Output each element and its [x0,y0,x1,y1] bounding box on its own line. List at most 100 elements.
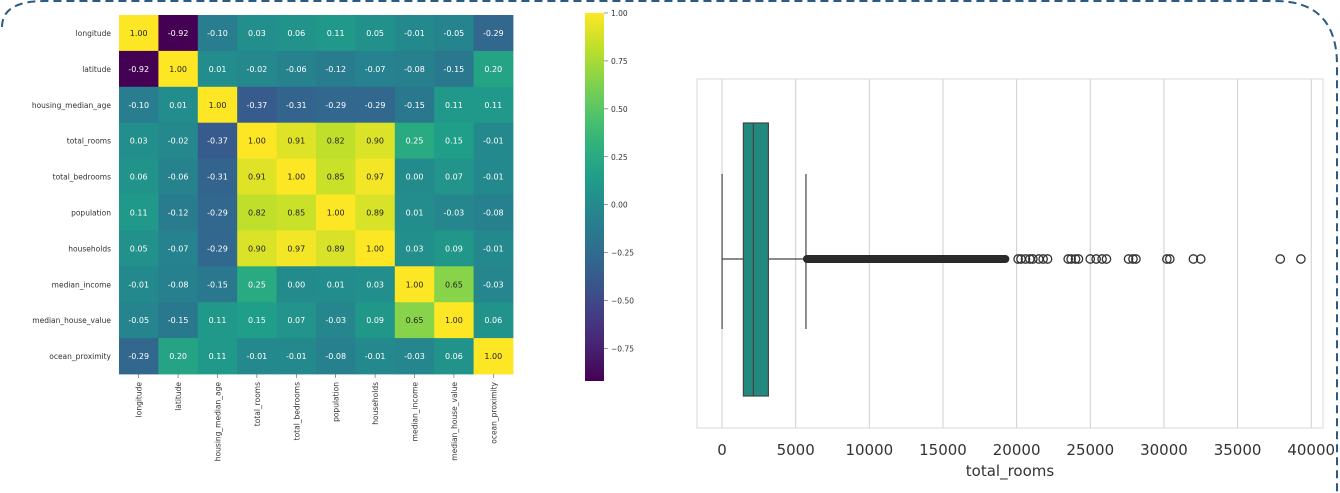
heatmap-cell [434,158,474,195]
heatmap-cell [276,194,317,231]
heatmap-cell-value: 0.85 [287,208,305,217]
heatmap-cell-value: 0.25 [248,280,266,289]
heatmap-cell-value: -0.01 [483,244,504,253]
heatmap-cell [434,266,474,303]
heatmap-cell-value: 0.01 [406,208,424,217]
heatmap-cell-value: -0.29 [207,208,228,217]
x-tick-label: 5000 [777,441,815,459]
heatmap-cell-value: 0.20 [484,65,502,74]
heatmap-cell-value: 1.00 [209,101,227,110]
outlier-point [1073,254,1084,264]
heatmap-cell-value: -0.08 [483,208,504,217]
outlier-point [1020,254,1031,264]
heatmap-cell-value: -0.08 [168,280,189,289]
heatmap-cell [473,266,514,303]
heatmap-cell-value: 0.07 [287,316,305,325]
heatmap-cell [316,50,356,88]
heatmap-cell [237,266,277,303]
heatmap-cell-value: 0.11 [445,101,463,110]
heatmap-cell-value: -0.92 [168,29,189,38]
heatmap-cell [434,122,474,159]
heatmap-cell [316,302,356,339]
heatmap-cell [394,50,435,88]
x-tick-label: 0 [717,441,727,459]
heatmap-cell [197,302,238,339]
heatmap-cell-value: -0.15 [444,65,465,74]
correlation-heatmap: 1.00 -0.92 -0.10 0.03 0.06 0.11 0.05 -0.01 -0.05… [32,9,634,461]
colorbar-tick-label: 0.00 [611,201,628,210]
heatmap-cell [237,122,277,159]
outlier-point [1042,254,1053,264]
heatmap-cell-value: -0.37 [207,137,228,146]
heatmap-cell-value: -0.01 [247,352,268,361]
dense-outliers [802,255,1010,263]
outlier-point [1013,254,1023,264]
heatmap-cell-value: 1.00 [169,65,187,74]
heatmap-cell [276,338,317,375]
heatmap-cell-value: -0.15 [168,316,189,325]
heatmap-cell-value: 0.06 [445,352,463,361]
x-tick-label: 40000 [1287,441,1335,459]
heatmap-cell [237,50,277,88]
heatmap-cell [237,86,277,124]
heatmap-cell-value: -0.06 [168,173,189,182]
heatmap-cell [473,194,514,231]
heatmap-cell-value: 0.03 [248,29,266,38]
heatmap-cell-value: 0.89 [366,208,384,217]
heatmap-cell [316,15,356,52]
x-tick-label: 20000 [993,441,1041,459]
heatmap-cell-value: -0.02 [168,137,189,146]
heatmap-cell [473,302,514,339]
heatmap-cell [316,86,356,124]
heatmap-cell-value: -0.10 [128,101,149,110]
heatmap-column-label: total_bedrooms [292,382,301,440]
heatmap-cell-value: 1.00 [484,352,502,361]
heatmap-cell [237,302,277,339]
outlier-point [1162,254,1172,264]
heatmap-cell [237,15,277,52]
heatmap-cell [434,50,474,88]
heatmap-cell [276,86,317,124]
heatmap-cell [316,338,356,375]
heatmap-cell [158,194,199,231]
colorbar-tick-label: 0.75 [611,57,628,66]
colorbar-tick-label: 0.50 [611,105,628,114]
heatmap-cell [316,230,356,267]
x-tick-label: 30000 [1140,441,1188,459]
heatmap-cell [394,86,435,124]
outlier-point [1091,254,1102,264]
heatmap-cell-value: 0.90 [248,244,266,253]
heatmap-cell [276,158,317,195]
heatmap-cell-value: 0.82 [327,137,345,146]
heatmap-cell-value: -0.29 [325,101,346,110]
heatmap-cell [473,15,514,52]
heatmap-cell [237,158,277,195]
heatmap-cell [119,122,159,159]
heatmap-cell [276,15,317,52]
x-tick-label: 25000 [1066,441,1114,459]
heatmap-cell [276,230,317,267]
heatmap-cell-value: 0.06 [130,173,148,182]
heatmap-cell [473,158,514,195]
heatmap-cell [197,50,238,88]
heatmap-cell-value: -0.01 [365,352,386,361]
heatmap-cell-value: -0.01 [286,352,307,361]
iqr-box [742,122,770,397]
heatmap-cell [158,338,199,375]
outlier-point [1038,254,1048,264]
heatmap-cell-value: -0.01 [128,280,149,289]
colorbar-tick-label: −0.25 [611,249,634,258]
heatmap-row-label: households [68,244,111,253]
heatmap-row-label: median_house_value [32,316,111,325]
heatmap-cell-value: 0.06 [287,29,305,38]
heatmap-cell-value: 0.03 [130,137,148,146]
heatmap-cell-value: 0.05 [366,29,384,38]
heatmap-cell [237,338,277,375]
heatmap-cell-value: -0.29 [207,244,228,253]
outlier-point [1131,254,1141,264]
heatmap-column-label: households [371,382,380,425]
heatmap-cell [434,86,474,124]
heatmap-cell [119,86,159,124]
heatmap-cell-value: -0.29 [483,29,504,38]
heatmap-cell-value: 0.15 [248,316,266,325]
